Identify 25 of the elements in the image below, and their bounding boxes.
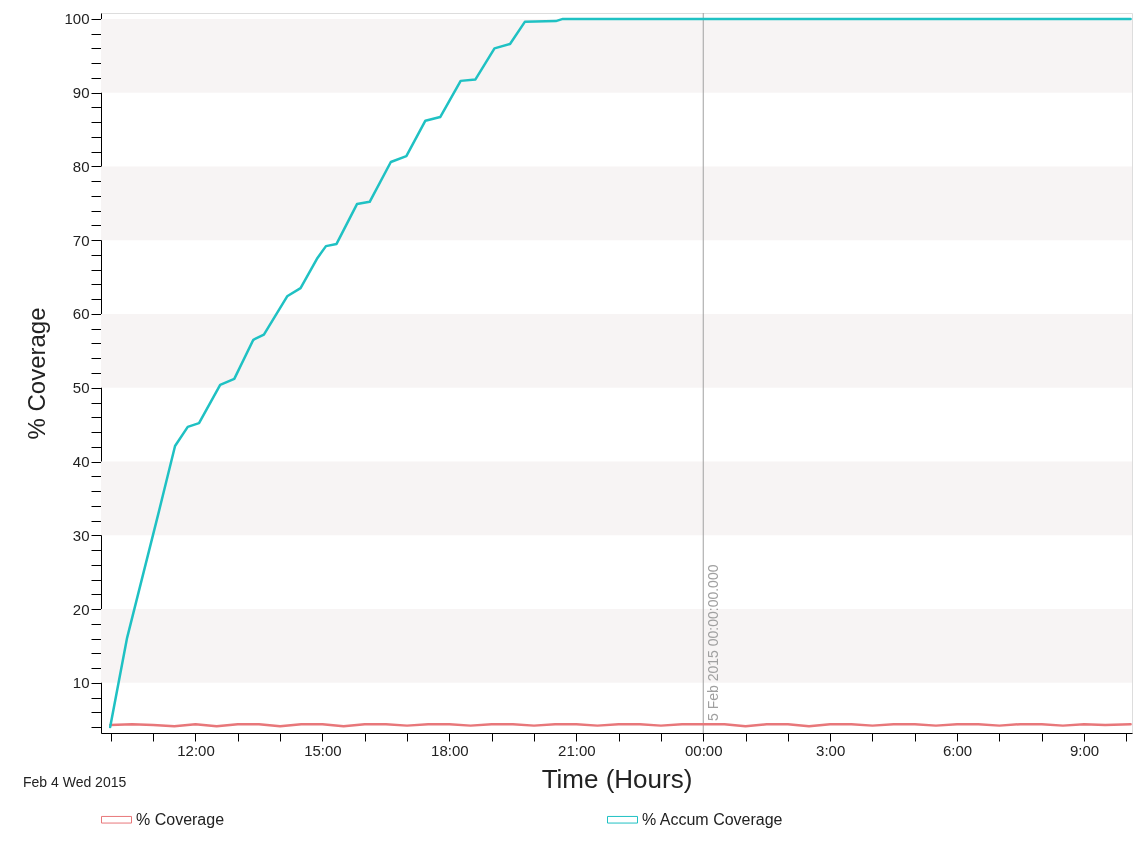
legend-label: % Coverage [136,810,225,828]
x-tick-label: 21:00 [558,741,596,759]
ref-line-label: 5 Feb 2015 00:00:00.000 [705,564,722,721]
y-tick-label: 70 [72,231,90,249]
y-axis-title: % Coverage [23,307,51,440]
text: Feb 4 Wed 2015 [23,774,127,790]
x-tick-label: 15:00 [304,741,342,759]
y-tick-label: 90 [72,84,90,102]
y-tick-label: 20 [72,600,90,618]
legend-label: % Accum Coverage [642,810,783,828]
y-tick-label: 50 [72,379,90,397]
y-tick-label: 30 [72,526,90,544]
x-tick-label: 00:00 [684,741,723,759]
x-tick-label: 9:00 [1069,741,1100,759]
x-tick-label: 18:00 [431,741,469,759]
x-axis-title: Time (Hours) [541,763,693,794]
x-tick-label: 6:00 [943,741,973,759]
line-series [108,17,1132,729]
y-tick-label: 60 [72,305,90,323]
y-tick-label: 10 [72,674,90,692]
y-tick-label: 100 [64,10,90,28]
x-tick-label: 3:00 [816,741,846,759]
y-tick-label: 80 [72,157,90,175]
y-tick-label: 40 [72,453,90,471]
x-tick-label: 12:00 [177,741,215,759]
